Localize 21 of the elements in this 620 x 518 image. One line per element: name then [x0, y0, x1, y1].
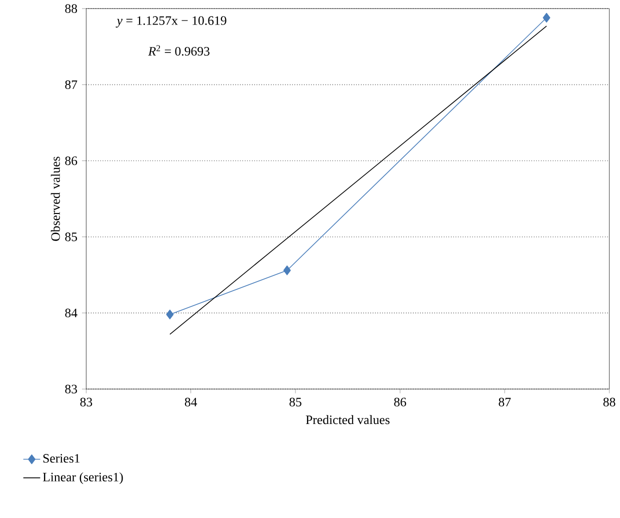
legend-label: Linear (series1) [42, 472, 123, 484]
annotation: y = 1.1257x − 10.619 [116, 16, 226, 28]
y-tick-label: 84 [65, 308, 78, 318]
x-tick-label: 88 [603, 398, 616, 406]
point [166, 310, 174, 320]
y-tick-label: 83 [65, 384, 78, 394]
x-axis-title: Predicted values [306, 415, 390, 424]
point [542, 12, 550, 23]
y-tick-label: 87 [65, 80, 78, 90]
x-tick-label: 85 [290, 398, 302, 406]
y-tick-label: 86 [65, 156, 78, 166]
x-tick-label: 86 [394, 398, 406, 406]
x-tick-label: 84 [184, 398, 198, 406]
y-tick-label: 88 [65, 4, 78, 13]
x-tick-label: 83 [80, 398, 92, 406]
annotation: R$^{2}$ = 0.9693 [148, 45, 210, 56]
x-tick-label: 87 [498, 398, 511, 406]
legend-label: Series1 [43, 454, 80, 463]
y-tick-label: 85 [65, 232, 78, 242]
y-axis-title: Observed values [50, 156, 60, 241]
point [283, 266, 291, 276]
